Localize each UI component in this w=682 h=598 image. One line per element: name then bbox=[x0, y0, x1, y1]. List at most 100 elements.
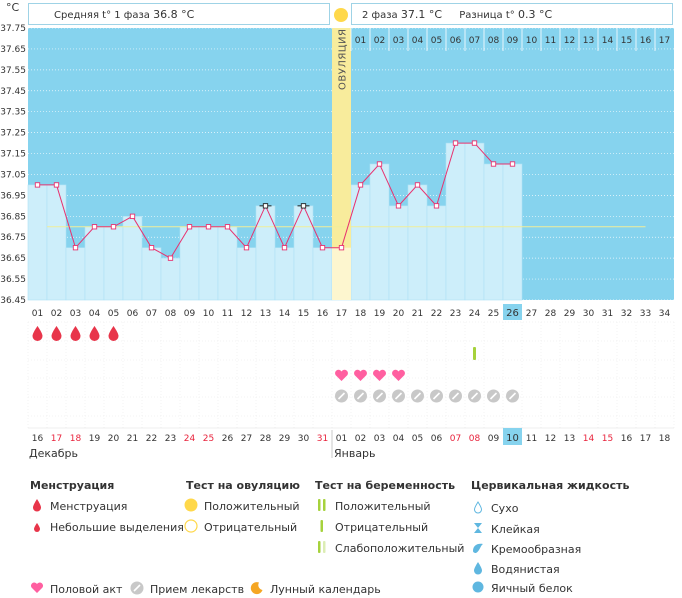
temperature-point bbox=[91, 224, 98, 230]
temperature-point bbox=[338, 245, 345, 251]
y-tick-label: 37.35 bbox=[0, 108, 26, 118]
legend-cervical-eggwhite-label: Яичный белок bbox=[491, 582, 573, 595]
temperature-bar bbox=[350, 184, 371, 301]
phase2-day-number: 01 bbox=[355, 36, 366, 46]
unit-label: °C bbox=[6, 1, 20, 14]
medication-pill-line bbox=[356, 392, 365, 400]
legend-lunar-label: Лунный календарь bbox=[270, 583, 381, 596]
legend-intercourse: Половой акт bbox=[30, 581, 122, 597]
cycle-day-label: 21 bbox=[412, 309, 423, 319]
phase2-label: 2 фаза bbox=[362, 10, 398, 21]
small-drop-icon bbox=[30, 519, 44, 536]
temperature-point bbox=[262, 203, 269, 209]
sun-icon bbox=[334, 8, 348, 22]
phase2-day-number: 05 bbox=[431, 36, 442, 46]
ov-positive-icon bbox=[184, 498, 198, 515]
medication-pill-line bbox=[470, 392, 479, 400]
temperature-point bbox=[414, 182, 421, 188]
cycle-day-label: 17 bbox=[336, 309, 347, 319]
cycle-day-label: 22 bbox=[431, 309, 442, 319]
legend-preg-weak: Слабоположительный bbox=[315, 540, 464, 557]
test-positive-icon bbox=[315, 498, 329, 515]
calendar-date-label: 21 bbox=[127, 434, 138, 444]
blood-drop-icon bbox=[30, 498, 44, 515]
phase2-day-number: 15 bbox=[621, 36, 632, 46]
temperature-point bbox=[433, 203, 440, 209]
intercourse-heart bbox=[392, 369, 405, 381]
calendar-date-label: 16 bbox=[621, 434, 633, 444]
cycle-day-label: 34 bbox=[659, 309, 671, 319]
legend-cervical-creamy-label: Кремообразная bbox=[491, 543, 582, 556]
cycle-day-label: 14 bbox=[279, 309, 291, 319]
calendar-date-label: 31 bbox=[317, 434, 328, 444]
temperature-point bbox=[186, 224, 193, 230]
today-date-marker bbox=[503, 428, 522, 445]
watery-drop-icon bbox=[471, 561, 485, 578]
y-tick-label: 36.75 bbox=[0, 233, 26, 243]
temperature-bar bbox=[312, 247, 333, 301]
cycle-day-label: 19 bbox=[374, 309, 386, 319]
temperature-point bbox=[471, 140, 478, 146]
cycle-day-label: 33 bbox=[640, 309, 651, 319]
temperature-bar bbox=[464, 142, 485, 301]
y-tick-label: 36.55 bbox=[0, 275, 26, 285]
temperature-bar bbox=[46, 184, 67, 301]
temperature-point bbox=[129, 213, 136, 219]
medication-pill-line bbox=[413, 392, 422, 400]
cycle-day-label: 29 bbox=[564, 309, 576, 319]
y-tick-label: 36.85 bbox=[0, 212, 26, 222]
phase1-label: Средняя t° 1 фаза bbox=[54, 10, 150, 21]
y-tick-label: 37.65 bbox=[0, 45, 26, 55]
diff-label: Разница t° bbox=[459, 10, 515, 21]
calendar-date-label: 15 bbox=[602, 434, 613, 444]
ov-negative-icon bbox=[184, 519, 198, 536]
phase1-value: 36.8 °C bbox=[153, 8, 195, 21]
calendar-date-label: 05 bbox=[412, 434, 423, 444]
medication-pill-line bbox=[432, 392, 441, 400]
temperature-bar bbox=[84, 226, 105, 301]
y-tick-label: 37.55 bbox=[0, 66, 26, 76]
legend-spotting-label: Небольшие выделения bbox=[50, 521, 184, 534]
cycle-day-label: 24 bbox=[469, 309, 481, 319]
phase1-summary: Средняя t° 1 фаза 36.8 °C bbox=[28, 3, 330, 25]
temperature-bar bbox=[388, 205, 409, 301]
legend-menstruation: Менструация bbox=[30, 498, 127, 515]
legend-cervical-watery: Водянистая bbox=[471, 561, 560, 578]
cycle-day-label: 18 bbox=[355, 309, 367, 319]
phase2-day-number: 08 bbox=[488, 36, 500, 46]
temperature-point bbox=[490, 161, 497, 167]
calendar-date-label: 04 bbox=[393, 434, 405, 444]
temperature-point bbox=[509, 161, 516, 167]
legend-menstruation-label: Менструация bbox=[50, 500, 128, 513]
temperature-point bbox=[243, 245, 250, 251]
temperature-bar bbox=[407, 184, 428, 301]
calendar-date-label: 11 bbox=[526, 434, 537, 444]
cycle-day-label: 02 bbox=[51, 309, 62, 319]
temperature-bar bbox=[483, 163, 504, 301]
bbt-chart: ОВУЛЯЦИЯ 01 02 03 04 05 06 07 08 09 10 11 12 13 14 15 16… bbox=[0, 24, 675, 458]
temperature-point bbox=[224, 224, 231, 230]
legend-cervical-title: Цервикальная жидкость bbox=[471, 479, 630, 492]
today-marker bbox=[503, 304, 522, 320]
calendar-date-label: 28 bbox=[260, 434, 272, 444]
creamy-icon bbox=[471, 541, 485, 558]
phase2-day-number: 04 bbox=[412, 36, 424, 46]
calendar-date-label: 14 bbox=[583, 434, 595, 444]
heart-icon bbox=[30, 581, 44, 597]
temperature-point bbox=[148, 245, 155, 251]
temperature-bar bbox=[160, 257, 181, 301]
temperature-bar bbox=[122, 216, 143, 301]
cycle-day-label: 25 bbox=[488, 309, 499, 319]
calendar-date-label: 30 bbox=[298, 434, 310, 444]
intercourse-heart bbox=[354, 369, 367, 381]
phase2-value: 37.1 °C bbox=[400, 8, 443, 21]
medication-pill-line bbox=[451, 392, 460, 400]
cycle-day-label: 01 bbox=[32, 309, 43, 319]
temperature-bar bbox=[217, 226, 238, 301]
calendar-date-label: 19 bbox=[89, 434, 101, 444]
calendar-date-label: 03 bbox=[374, 434, 385, 444]
temperature-point bbox=[72, 245, 79, 251]
dry-drop-icon bbox=[471, 500, 485, 517]
cycle-day-label: 32 bbox=[621, 309, 632, 319]
phase2-day-number: 09 bbox=[507, 36, 519, 46]
